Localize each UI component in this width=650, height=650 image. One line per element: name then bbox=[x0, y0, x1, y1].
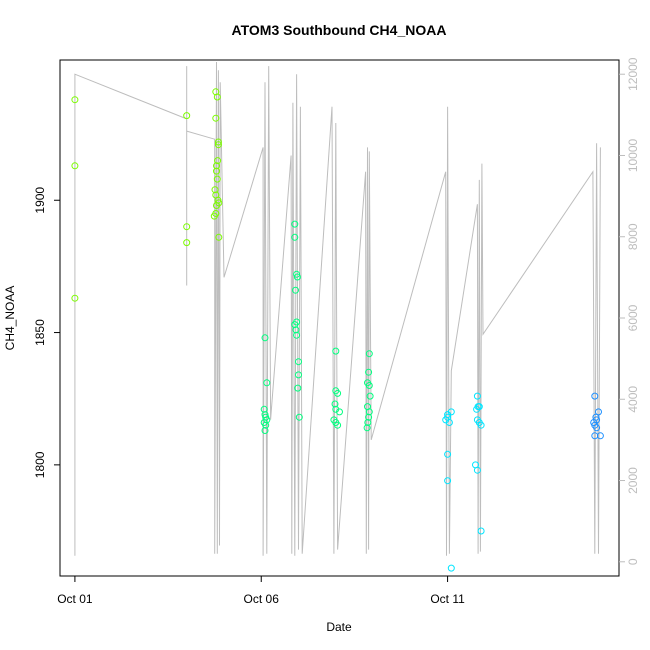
data-point bbox=[214, 157, 222, 165]
data-point bbox=[71, 96, 79, 104]
data-point bbox=[365, 368, 373, 376]
data-point bbox=[213, 175, 221, 183]
data-point bbox=[293, 331, 301, 339]
data-point bbox=[215, 233, 223, 241]
data-point bbox=[261, 427, 269, 434]
data-point bbox=[291, 321, 299, 329]
y-tick-label: 1800 bbox=[33, 451, 47, 478]
ch4-series bbox=[71, 88, 604, 572]
axes: 1800 1850 1900 0 2000 4000 6000 8000 10000 12000 O… bbox=[33, 57, 640, 606]
data-point bbox=[213, 162, 220, 170]
data-point bbox=[213, 167, 220, 175]
y-tick-label: 1850 bbox=[33, 319, 47, 346]
data-point bbox=[591, 392, 599, 400]
data-point bbox=[334, 421, 342, 429]
data-point bbox=[294, 384, 302, 392]
y2-tick-label: 0 bbox=[626, 558, 640, 565]
y2-tick-label: 2000 bbox=[626, 467, 640, 494]
data-point bbox=[331, 400, 339, 408]
data-point bbox=[365, 408, 373, 416]
y2-tick-label: 4000 bbox=[626, 386, 640, 413]
data-point bbox=[332, 347, 340, 355]
y2-tick-label: 10000 bbox=[626, 138, 640, 172]
data-point bbox=[444, 477, 452, 485]
x-tick-label: Oct 06 bbox=[244, 592, 280, 606]
data-point bbox=[295, 358, 302, 366]
data-point bbox=[364, 419, 372, 426]
data-point bbox=[262, 421, 270, 429]
altitude-series bbox=[74, 61, 601, 556]
data-point bbox=[260, 405, 268, 413]
data-point bbox=[591, 432, 599, 440]
x-axis-label: Date bbox=[326, 620, 352, 634]
data-point bbox=[211, 186, 219, 194]
data-point bbox=[214, 141, 222, 149]
data-point bbox=[593, 424, 601, 432]
x-tick-label: Oct 11 bbox=[430, 592, 465, 606]
data-point bbox=[595, 408, 602, 416]
data-point bbox=[363, 424, 371, 432]
chart-title: ATOM3 Southbound CH4_NOAA bbox=[232, 22, 447, 38]
data-point bbox=[445, 419, 453, 426]
data-point bbox=[295, 413, 303, 421]
data-point bbox=[447, 564, 455, 572]
data-point bbox=[71, 162, 79, 170]
data-point bbox=[183, 223, 191, 231]
data-point bbox=[183, 239, 191, 247]
data-point bbox=[366, 392, 374, 400]
data-point bbox=[291, 233, 299, 241]
data-point bbox=[473, 392, 481, 400]
data-point bbox=[183, 112, 191, 120]
data-point bbox=[292, 326, 300, 334]
data-point bbox=[214, 138, 222, 146]
data-point bbox=[212, 114, 220, 122]
data-point bbox=[295, 371, 302, 379]
data-point bbox=[210, 212, 218, 220]
data-point bbox=[261, 334, 269, 342]
data-point bbox=[336, 408, 343, 416]
data-point bbox=[365, 382, 373, 389]
data-point bbox=[71, 294, 79, 302]
y2-tick-label: 6000 bbox=[626, 304, 640, 331]
data-point bbox=[213, 93, 221, 101]
data-point bbox=[291, 220, 299, 228]
data-point bbox=[473, 466, 481, 474]
data-point bbox=[213, 202, 220, 209]
data-point bbox=[293, 273, 301, 281]
data-point bbox=[477, 527, 485, 535]
data-point bbox=[596, 432, 604, 440]
data-point bbox=[477, 421, 485, 429]
data-point bbox=[365, 350, 373, 358]
y-axis-label: CH4_NOAA bbox=[3, 286, 17, 351]
data-point bbox=[334, 389, 342, 397]
y-tick-label: 1900 bbox=[33, 187, 47, 214]
data-point bbox=[263, 379, 271, 387]
altitude-line bbox=[74, 61, 601, 556]
data-point bbox=[444, 450, 452, 458]
data-point bbox=[447, 408, 455, 416]
data-point bbox=[292, 286, 299, 294]
x-tick-label: Oct 01 bbox=[57, 592, 93, 606]
y2-tick-label: 8000 bbox=[626, 223, 640, 250]
data-point bbox=[365, 413, 373, 421]
data-point bbox=[473, 405, 481, 413]
y2-tick-label: 12000 bbox=[626, 57, 640, 91]
plot-frame bbox=[59, 59, 620, 577]
